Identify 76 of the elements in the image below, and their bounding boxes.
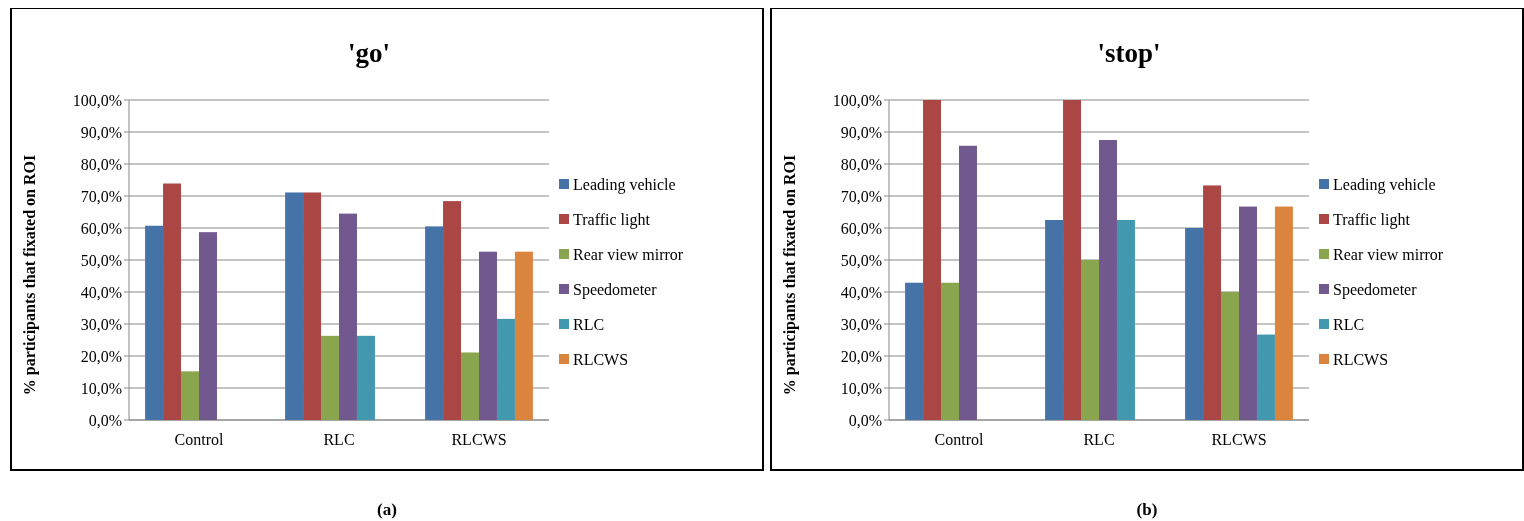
- legend-label: Leading vehicle: [1333, 175, 1436, 194]
- bar: [145, 225, 164, 420]
- y-tick-label: 80,0%: [840, 155, 882, 173]
- bar: [303, 192, 322, 420]
- y-tick-label: 90,0%: [80, 123, 122, 141]
- legend-label: Speedometer: [1333, 280, 1418, 299]
- bar: [496, 318, 515, 420]
- y-tick-label: 0,0%: [88, 411, 122, 429]
- y-tick-label: 100,0%: [72, 91, 122, 109]
- bar: [163, 183, 182, 420]
- y-tick-label: 100,0%: [832, 91, 882, 109]
- y-tick-label: 50,0%: [80, 251, 122, 269]
- bar: [443, 201, 462, 420]
- bar: [1203, 185, 1222, 420]
- y-tick-label: 70,0%: [80, 187, 122, 205]
- legend-label: Rear view mirror: [573, 245, 684, 263]
- text: (a): [377, 500, 397, 519]
- y-tick-label: 60,0%: [80, 219, 122, 237]
- legend-label: RLCWS: [1333, 350, 1389, 368]
- bar: [339, 213, 357, 420]
- x-tick-label: RLCWS: [1211, 431, 1267, 448]
- x-tick-label: Control: [174, 431, 224, 448]
- y-tick-label: 20,0%: [80, 347, 122, 365]
- legend-label: Traffic light: [1333, 210, 1411, 229]
- legend-label: RLCWS: [573, 350, 629, 368]
- x-tick-label: Control: [934, 431, 984, 448]
- legend-label: RLC: [1333, 315, 1365, 333]
- y-tick-label: 30,0%: [80, 315, 122, 333]
- bar: [461, 352, 479, 420]
- legend-label: Traffic light: [573, 210, 651, 229]
- x-tick-label: RLC: [323, 431, 355, 448]
- bar: [514, 251, 533, 420]
- bar: [356, 335, 375, 420]
- x-tick-label: RLC: [1083, 431, 1115, 448]
- bar: [1099, 140, 1117, 420]
- y-tick-label: 80,0%: [80, 155, 122, 173]
- x-tick-label: RLCWS: [451, 431, 507, 448]
- bar: [321, 335, 339, 420]
- bar: [285, 192, 304, 420]
- y-tick-label: 20,0%: [840, 347, 882, 365]
- bar: [1045, 220, 1064, 420]
- bar: [959, 145, 977, 420]
- y-tick-label: 0,0%: [848, 411, 882, 429]
- bar: [1063, 100, 1082, 420]
- y-tick-label: 70,0%: [840, 187, 882, 205]
- chart-title: 'stop': [1097, 38, 1161, 68]
- legend-label: Rear view mirror: [1333, 245, 1444, 263]
- bar: [1185, 228, 1204, 420]
- bar: [1221, 292, 1239, 420]
- bar: [1256, 334, 1275, 420]
- y-tick-label: 40,0%: [840, 283, 882, 301]
- bar: [905, 282, 924, 420]
- legend-label: RLC: [573, 315, 605, 333]
- bar: [479, 251, 497, 420]
- legend-label: Speedometer: [573, 280, 658, 299]
- y-tick-label: 60,0%: [840, 219, 882, 237]
- bar: [1081, 260, 1099, 420]
- y-axis-title: % participants that fixated on ROI: [781, 154, 799, 396]
- bar: [1116, 220, 1135, 420]
- text: (b): [1136, 500, 1158, 519]
- y-axis-title: % participants that fixated on ROI: [21, 154, 39, 396]
- chart-title: 'go': [347, 38, 391, 68]
- y-tick-label: 30,0%: [840, 315, 882, 333]
- y-tick-label: 10,0%: [80, 379, 122, 397]
- bar: [425, 226, 444, 420]
- y-tick-label: 50,0%: [840, 251, 882, 269]
- y-tick-label: 40,0%: [80, 283, 122, 301]
- bar: [1239, 206, 1257, 420]
- bar: [1274, 206, 1293, 420]
- legend-label: Leading vehicle: [573, 175, 676, 194]
- y-tick-label: 10,0%: [840, 379, 882, 397]
- bar: [923, 100, 942, 420]
- y-tick-label: 90,0%: [840, 123, 882, 141]
- bar: [181, 371, 199, 420]
- bar: [941, 282, 959, 420]
- bar: [199, 232, 217, 420]
